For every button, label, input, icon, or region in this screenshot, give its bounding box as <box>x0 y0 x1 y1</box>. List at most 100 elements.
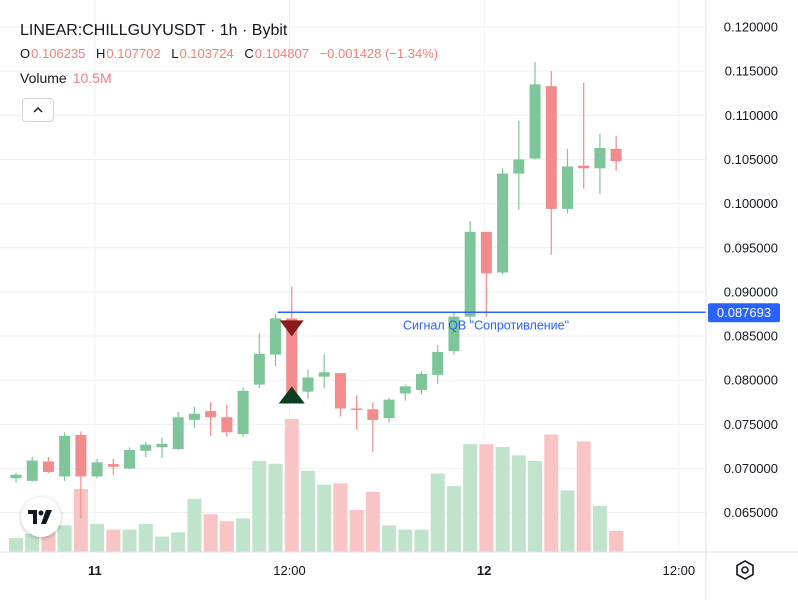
volume-bar <box>333 483 348 552</box>
candle-body <box>578 165 590 169</box>
candle-body <box>367 409 379 420</box>
volume-bar <box>90 524 105 552</box>
buy-signal-marker <box>278 386 305 404</box>
price-tick-label: 0.070000 <box>724 461 778 476</box>
volume-bar <box>106 529 121 552</box>
gear-icon <box>736 560 754 580</box>
candle-body <box>188 413 200 420</box>
volume-bar <box>138 524 153 552</box>
sell-signal-marker <box>279 320 304 337</box>
volume-bar <box>25 533 40 552</box>
price-tick-label: 0.085000 <box>724 329 778 344</box>
symbol-legend: LINEAR:CHILLGUYUSDT · 1h · Bybit O0.1062… <box>20 22 445 86</box>
ohlc-values: O0.106235 H0.107702 L0.103724 C0.104807 … <box>20 46 445 61</box>
candle-body <box>432 351 444 375</box>
volume-bars <box>9 419 624 552</box>
tradingview-logo-icon[interactable] <box>21 497 61 537</box>
price-tick-label: 0.095000 <box>724 240 778 255</box>
volume-bar <box>9 538 23 552</box>
candle-body <box>334 373 346 409</box>
volume-label: Volume <box>20 70 67 86</box>
time-tick-label: 12:00 <box>663 563 696 578</box>
collapse-legend-button[interactable] <box>22 98 54 122</box>
volume-bar <box>398 529 413 552</box>
time-tick-label: 11 <box>88 563 102 578</box>
chevron-up-icon <box>33 106 43 113</box>
candle-body <box>91 462 103 477</box>
symbol-title: LINEAR:CHILLGUYUSDT · 1h · Bybit <box>20 22 288 39</box>
candle-body <box>561 166 573 209</box>
volume-bar <box>560 490 575 552</box>
volume-bar <box>382 525 397 552</box>
time-axis: 11 12:00 12 12:00 <box>0 551 798 578</box>
candles <box>10 62 622 519</box>
volume-bar <box>365 491 380 552</box>
volume-bar <box>187 498 202 552</box>
candle-body <box>497 173 509 273</box>
low-value: 0.103724 <box>179 46 234 61</box>
candle-body <box>351 408 363 410</box>
price-tick-label: 0.065000 <box>724 505 778 520</box>
volume-bar <box>495 447 510 552</box>
candle-body <box>107 464 119 467</box>
volume-bar <box>154 536 169 552</box>
candle-body <box>42 461 54 473</box>
close-key: C <box>244 46 254 61</box>
close-value: 0.104807 <box>254 46 309 61</box>
volume-bar <box>268 463 283 552</box>
volume-bar <box>544 434 559 552</box>
tradingview-logo-glyph <box>28 510 52 524</box>
level-signal-text: Сигнал QB "Сопротивление" <box>403 318 569 332</box>
candle-body <box>205 411 217 418</box>
candle-body <box>124 449 136 469</box>
price-tick-label: 0.105000 <box>724 152 778 167</box>
candle-body <box>253 353 265 385</box>
volume-bar <box>57 525 72 552</box>
volume-bar <box>414 529 429 552</box>
candle-body <box>529 84 541 159</box>
high-value: 0.107702 <box>106 46 161 61</box>
candle-body <box>221 417 233 433</box>
candle-body <box>448 316 460 352</box>
candle-body <box>416 374 427 390</box>
candle-body <box>302 377 314 392</box>
high-key: H <box>95 46 106 61</box>
volume-legend[interactable]: Volume 10.5M <box>20 70 445 86</box>
price-tick-label: 0.075000 <box>724 417 778 432</box>
volume-bar <box>300 470 315 552</box>
level-price-label: 0.087693 <box>717 305 771 320</box>
volume-bar <box>479 444 494 552</box>
chart-settings-button[interactable] <box>734 559 756 581</box>
candle-body <box>399 386 411 394</box>
price-tick-label: 0.120000 <box>724 20 778 35</box>
volume-bar <box>528 461 543 552</box>
candle-body <box>156 443 168 448</box>
resistance-level: Сигнал QB "Сопротивление" 0.087693 <box>277 303 780 332</box>
candle-body <box>594 147 606 169</box>
candle-body <box>286 318 298 394</box>
candle-body <box>237 390 249 435</box>
price-tick-label: 0.080000 <box>724 373 778 388</box>
low-key: L <box>171 46 179 61</box>
candle-body <box>480 231 492 274</box>
volume-bar <box>317 484 332 552</box>
volume-bar <box>171 532 186 552</box>
candle-body <box>10 474 22 479</box>
candle-body <box>75 434 87 477</box>
level-price-badge <box>708 303 780 323</box>
time-tick-label: 12 <box>477 563 491 578</box>
volume-bar <box>592 505 607 552</box>
volume-bar <box>203 514 218 552</box>
volume-bar <box>576 441 591 552</box>
time-tick-label: 12:00 <box>273 563 306 578</box>
volume-bar <box>73 489 88 552</box>
candle-body <box>172 417 184 450</box>
volume-bar <box>219 521 234 552</box>
price-axis: 0.120000 0.115000 0.110000 0.105000 0.100000… <box>705 0 778 600</box>
candle-body <box>545 86 557 209</box>
signal-markers <box>278 320 305 404</box>
candle-body <box>464 231 476 317</box>
open-key: O <box>20 46 31 61</box>
price-tick-label: 0.100000 <box>724 196 778 211</box>
